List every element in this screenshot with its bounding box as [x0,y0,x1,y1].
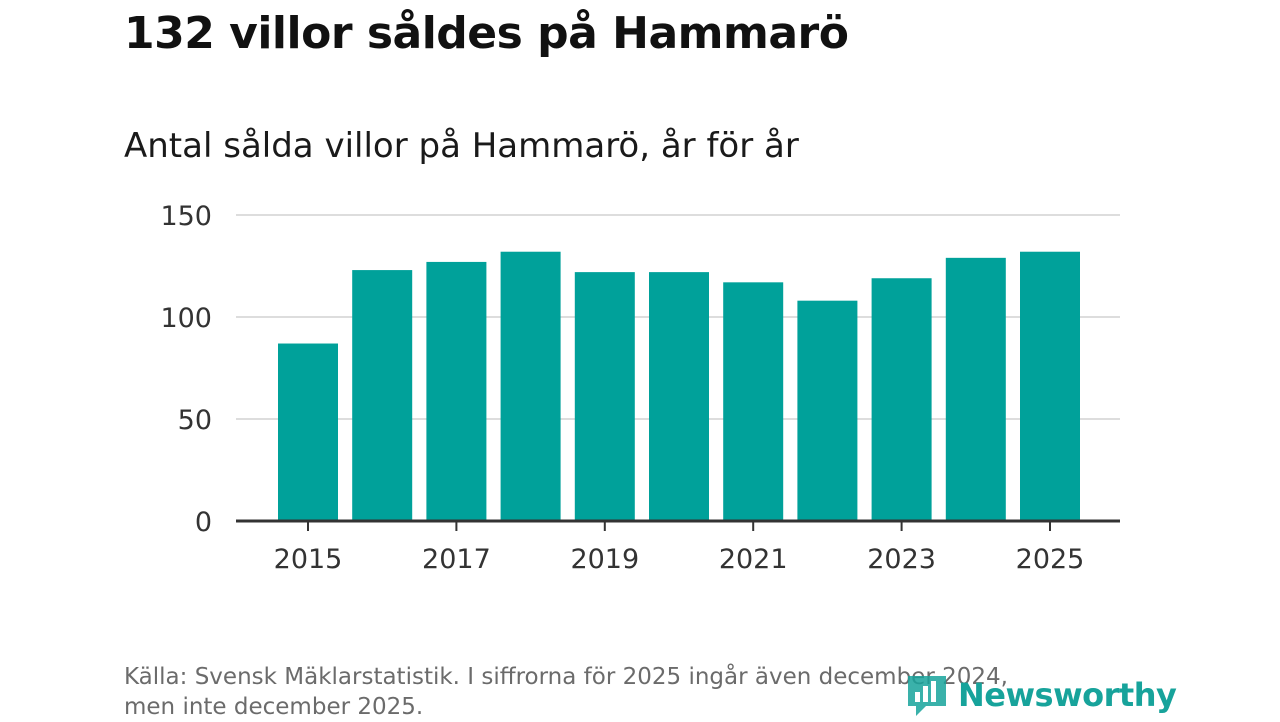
x-tick-label-2019: 2019 [570,544,639,575]
source-line-1: Källa: Svensk Mäklarstatistik. I siffror… [124,664,1008,690]
newsworthy-logo-icon [908,676,946,716]
x-tick-label-2025: 2025 [1016,544,1085,575]
y-tick-label-100: 100 [160,303,212,334]
bar-2017 [426,261,487,521]
brand-name: Newsworthy [958,676,1177,714]
bar-2018 [500,251,561,521]
bar-2023 [871,278,932,521]
bar-2025 [1020,251,1080,521]
axes: 0 50 100 150 2015 2017 2019 2021 2023 2025 [160,201,1120,575]
bar-2021 [723,282,784,521]
y-tick-label-150: 150 [160,201,212,232]
x-tick-label-2023: 2023 [867,544,936,575]
bar-2016 [352,270,413,521]
bar-2019 [574,272,635,521]
bar-2020 [649,272,709,521]
bars [278,251,1080,521]
bar-2024 [945,257,1006,521]
x-tick-label-2017: 2017 [422,544,491,575]
bar-2022 [797,300,858,521]
chart-title: 132 villor såldes på Hammarö [124,8,849,59]
bar-2015 [278,343,338,521]
source-line-2: men inte december 2025. [124,694,424,720]
x-tick-label-2021: 2021 [719,544,788,575]
brand-logo: Newsworthy [904,670,1177,720]
x-tick-label-2015: 2015 [274,544,343,575]
chart-subtitle: Antal sålda villor på Hammarö, år för år [124,126,799,166]
y-tick-label-0: 0 [195,507,212,538]
source-note: Källa: Svensk Mäklarstatistik. I siffror… [124,662,1114,722]
y-tick-label-50: 50 [178,405,212,436]
